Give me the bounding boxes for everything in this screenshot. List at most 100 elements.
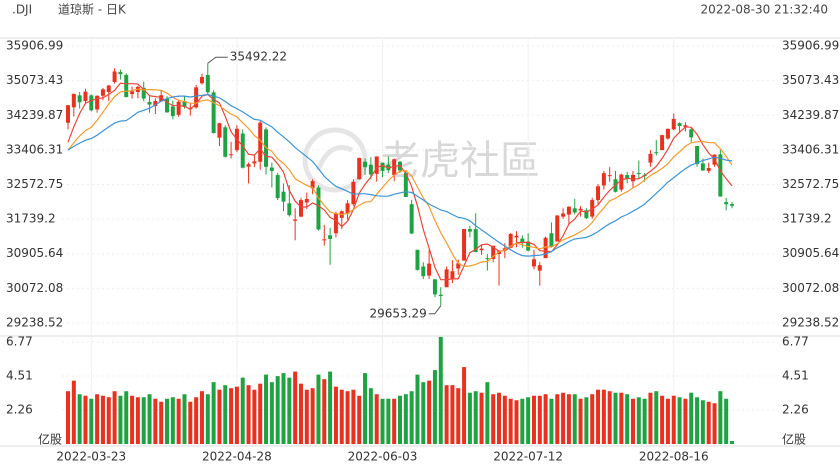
volume-bar — [537, 395, 542, 444]
volume-bar — [130, 395, 135, 444]
y-tick-label-right: 30905.64 — [782, 246, 839, 260]
volume-bar — [333, 386, 338, 444]
candle-body — [473, 229, 478, 253]
candle-body — [71, 93, 76, 108]
volume-bar — [520, 398, 525, 444]
volume-bar — [514, 400, 519, 444]
volume-bar — [491, 394, 496, 444]
volume-bar — [246, 385, 251, 444]
volume-bar — [264, 374, 269, 444]
volume-bar — [526, 397, 531, 444]
volume-bar — [199, 391, 204, 444]
candle-body — [229, 154, 234, 156]
volume-bar — [147, 394, 152, 444]
candle-body — [252, 161, 257, 164]
volume-bar — [229, 388, 234, 444]
candle-body — [287, 203, 292, 216]
candle-body — [549, 233, 554, 247]
y-tick-label: 29238.52 — [6, 316, 63, 330]
volume-bar — [322, 379, 327, 444]
candle-body — [368, 164, 373, 175]
candle-body — [677, 123, 682, 127]
volume-bar — [106, 397, 111, 444]
candle-body — [298, 200, 303, 217]
volume-bar — [386, 398, 391, 444]
candle-body — [194, 87, 199, 108]
candle-body — [147, 101, 152, 105]
y-tick-label-right: 29238.52 — [782, 316, 839, 330]
candle-body — [83, 91, 88, 102]
candle-body — [706, 167, 711, 171]
volume-bar — [287, 377, 292, 444]
volume-bar — [258, 383, 263, 444]
candle-body — [572, 208, 577, 213]
candle-body — [281, 191, 286, 202]
volume-bar — [596, 389, 601, 444]
candle-body — [124, 74, 129, 98]
candle-body — [584, 210, 589, 219]
volume-bar — [392, 398, 397, 444]
candle-body — [345, 203, 350, 214]
volume-bar — [665, 398, 670, 444]
moving-average-line — [67, 88, 733, 268]
candle-body — [590, 200, 595, 217]
volume-bar — [165, 398, 170, 444]
candle-body — [520, 238, 525, 243]
candle-body — [648, 153, 653, 163]
volume-bar — [310, 388, 315, 444]
volume-bar — [625, 394, 630, 444]
candle-body — [118, 72, 123, 75]
candle-body — [199, 76, 204, 84]
volume-bar — [485, 382, 490, 444]
volume-bar — [730, 440, 734, 444]
volume-bar — [572, 394, 577, 444]
volume-bar — [590, 394, 595, 444]
high-leader — [207, 56, 228, 64]
candle-body — [316, 187, 321, 230]
candle-body — [438, 294, 443, 296]
volume-bar — [677, 397, 682, 444]
candle-body — [543, 237, 548, 259]
volume-bar — [654, 391, 659, 444]
candle-body — [246, 164, 251, 167]
y-tick-label-right: 30072.08 — [782, 281, 839, 295]
y-tick-label: 34239.87 — [6, 108, 63, 122]
volume-bar — [718, 391, 723, 444]
candle-body — [205, 74, 210, 93]
volume-bar — [479, 392, 484, 444]
candle-body — [683, 125, 688, 127]
candle-body — [89, 95, 94, 111]
volume-bar — [217, 389, 222, 444]
candle-body — [415, 249, 420, 270]
y-tick-label: 33406.31 — [6, 142, 63, 156]
volume-bar — [642, 398, 647, 444]
volume-bar — [531, 395, 536, 444]
volume-bar — [316, 374, 321, 444]
y-tick-label-right: 31739.2 — [782, 212, 832, 226]
volume-tick-label: 2.26 — [6, 402, 33, 416]
candle-body — [450, 271, 455, 279]
candle-body — [730, 204, 734, 206]
volume-bar — [683, 398, 688, 444]
volume-bar — [281, 373, 286, 444]
volume-bar — [409, 391, 414, 444]
volume-bar — [415, 374, 420, 444]
candle-body — [718, 154, 723, 197]
volume-bar — [497, 392, 502, 444]
volume-bar — [636, 397, 641, 444]
instrument-name: 道琼斯 - 日K — [58, 2, 127, 17]
candle-body — [130, 91, 135, 95]
candle-body — [555, 215, 560, 242]
candle-body — [322, 239, 327, 241]
volume-bar — [275, 376, 280, 444]
volume-bar — [630, 398, 635, 444]
candle-body — [66, 105, 70, 123]
candle-body — [625, 175, 630, 179]
volume-bar — [176, 398, 181, 444]
volume-bar — [671, 395, 676, 444]
volume-bar — [648, 392, 653, 444]
candle-body — [106, 85, 111, 92]
volume-tick-label-right: 6.77 — [782, 334, 809, 348]
candle-body — [444, 269, 449, 288]
